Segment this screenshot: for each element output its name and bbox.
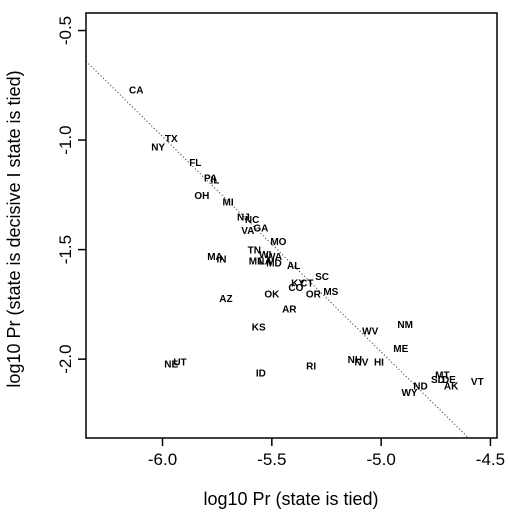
point-label-co: CO (288, 283, 303, 294)
point-label-nh: NH (348, 355, 362, 366)
point-label-al: AL (287, 261, 300, 272)
point-label-wy: WY (401, 388, 417, 399)
y-tick-label: -0.5 (56, 16, 75, 45)
point-label-wi: WI (259, 250, 271, 261)
plot-frame (85, 12, 498, 439)
point-label-mn: MN (249, 257, 265, 268)
point-label-fl: FL (189, 158, 201, 169)
y-axis: -0.5 -1.0 -1.5 -2.0 (56, 16, 86, 374)
fit-line-layer (85, 60, 469, 439)
point-label-la: LA (259, 257, 272, 268)
point-label-ri: RI (306, 362, 316, 373)
point-label-oh: OH (194, 191, 209, 202)
point-label-ky: KY (291, 278, 305, 289)
x-tick-label: -6.0 (148, 450, 177, 469)
point-label-wa: WA (266, 252, 282, 263)
point-label-in: IN (217, 254, 227, 265)
point-label-sc: SC (315, 272, 329, 283)
point-label-nd: ND (413, 381, 427, 392)
point-label-mi: MI (223, 197, 234, 208)
y-tick-label: -1.5 (56, 235, 75, 264)
point-label-nm: NM (397, 320, 413, 331)
point-label-nc: NC (245, 215, 259, 226)
point-label-il: IL (211, 175, 220, 186)
fit-line (85, 60, 469, 439)
point-label-va: VA (241, 226, 254, 237)
point-label-ct: CT (300, 278, 313, 289)
point-label-nv: NV (355, 357, 369, 368)
point-label-mo: MO (270, 237, 286, 248)
point-label-ny: NY (151, 143, 165, 154)
point-label-az: AZ (219, 294, 232, 305)
point-label-ne: NE (164, 360, 178, 371)
point-label-ks: KS (252, 322, 266, 333)
point-label-ga: GA (253, 224, 268, 235)
point-label-tx: TX (165, 134, 178, 145)
point-label-id: ID (256, 368, 266, 379)
point-label-ut: UT (173, 357, 186, 368)
point-label-ak: AK (444, 381, 459, 392)
x-axis-label: log10 Pr (state is tied) (203, 489, 378, 509)
point-label-wv: WV (362, 327, 378, 338)
point-label-sd: SD (431, 375, 445, 386)
point-label-or: OR (306, 289, 322, 300)
y-tick-label: -2.0 (56, 344, 75, 373)
x-axis: -6.0 -5.5 -5.0 -4.5 (148, 438, 505, 469)
y-tick-label: -1.0 (56, 125, 75, 154)
point-label-hi: HI (374, 357, 384, 368)
point-label-ar: AR (282, 305, 297, 316)
point-label-me: ME (393, 344, 408, 355)
point-label-md: MD (266, 259, 282, 270)
y-axis-label: log10 Pr (state is decisive I state is t… (4, 70, 24, 387)
point-label-mt: MT (435, 370, 449, 381)
point-label-ma: MA (207, 252, 223, 263)
point-label-ms: MS (323, 287, 338, 298)
x-tick-label: -4.5 (476, 450, 505, 469)
point-label-ok: OK (264, 289, 280, 300)
point-label-de: DE (442, 375, 456, 386)
point-label-tn: TN (248, 246, 261, 257)
x-tick-label: -5.5 (257, 450, 286, 469)
point-label-ca: CA (129, 86, 143, 97)
point-label-pa: PA (204, 173, 217, 184)
point-label-nj: NJ (237, 213, 250, 224)
point-label-vt: VT (471, 377, 484, 388)
x-tick-label: -5.0 (366, 450, 395, 469)
